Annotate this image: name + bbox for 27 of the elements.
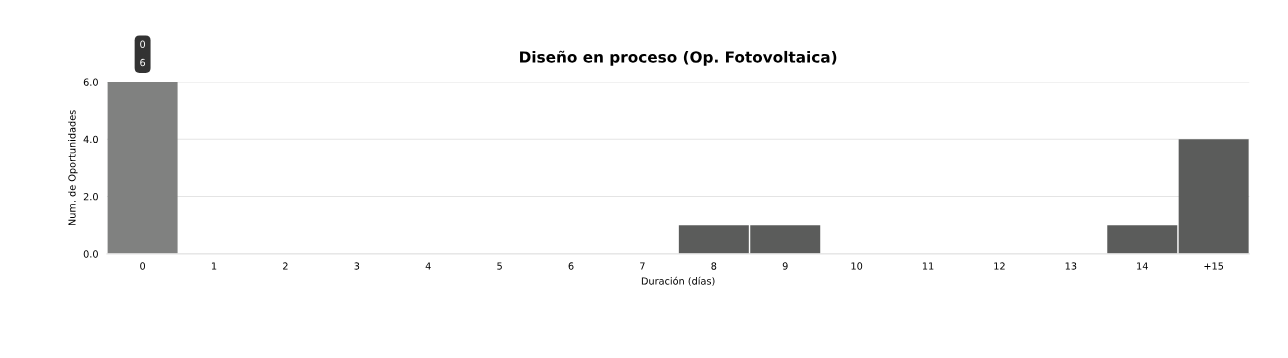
chart-title: Diseño en proceso (Op. Fotovoltaica) [520, 50, 837, 66]
x-tick-label: 4 [425, 262, 431, 270]
x-tick-label: 10 [851, 262, 863, 270]
x-tick-label: 14 [1137, 262, 1148, 270]
y-tick-label: 0.0 [83, 250, 98, 258]
x-tick-label: 1 [211, 262, 217, 270]
x-tick-label: 6 [568, 262, 574, 270]
x-tick-label: 2 [283, 262, 288, 270]
y-tick-label: 2.0 [83, 193, 98, 201]
bar [107, 81, 178, 254]
x-tick-label: 7 [640, 262, 645, 270]
y-tick-label: 6.0 [83, 78, 98, 86]
x-tick-label: 5 [497, 262, 502, 270]
x-tick-label: +15 [1204, 262, 1224, 270]
x-tick-label: 8 [711, 262, 717, 270]
y-tick-label: 4.0 [83, 135, 98, 144]
x-tick-label: 11 [922, 262, 934, 270]
annotation: 0 6 [140, 40, 146, 67]
x-tick-label: 9 [782, 262, 788, 270]
x-axis-title: Duración (días) [641, 276, 715, 286]
x-tick-label: 0 [140, 262, 146, 270]
bar [1107, 225, 1178, 254]
x-tick-label: 13 [1065, 262, 1077, 270]
x-tick-label: 12 [994, 262, 1005, 270]
x-tick-label: 3 [354, 262, 360, 270]
y-axis-title: Num. de Oportunidades [68, 110, 78, 226]
bar [1178, 139, 1249, 254]
